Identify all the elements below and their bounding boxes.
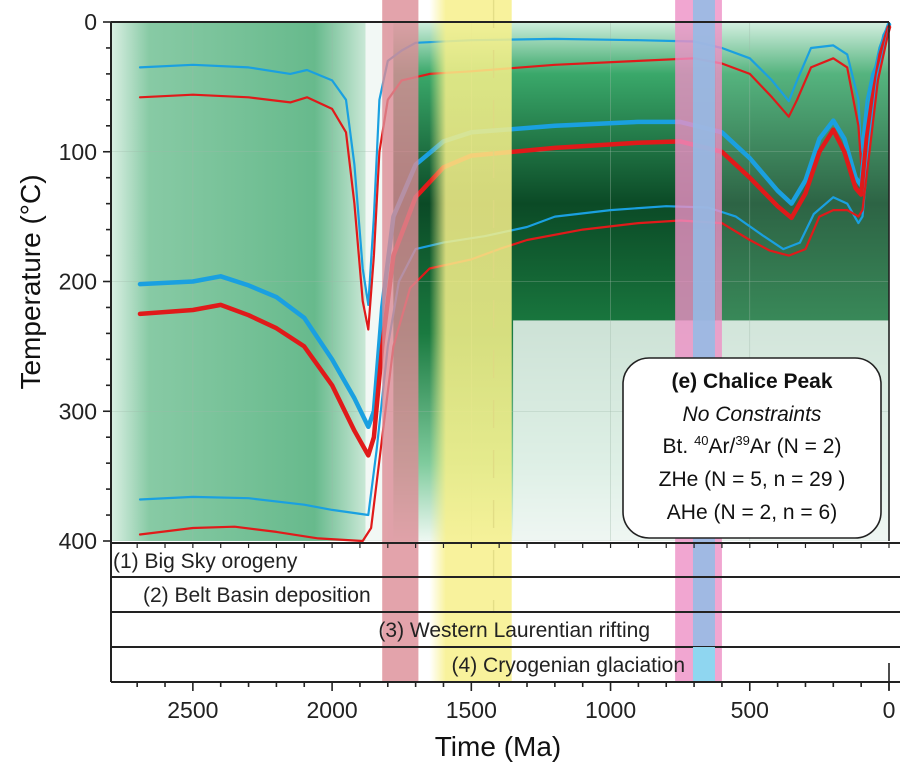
legend-argon-prefix: Bt. (663, 435, 695, 458)
y-tick-label-100: 100 (59, 139, 97, 165)
legend-subtitle: No Constraints (683, 403, 822, 426)
event-bands (382, 0, 722, 682)
event-label-2: (2) Belt Basin deposition (143, 584, 371, 607)
legend-argon: Bt. 40Ar/39Ar (N = 2) (663, 433, 842, 458)
event-label-4: (4) Cryogenian glaciation (452, 654, 685, 677)
axes: 0 100 200 300 400 2500 2000 1500 1000 500 0 (59, 9, 900, 723)
legend-ahe: AHe (N = 2, n = 6) (667, 501, 837, 524)
y-tick-label-300: 300 (59, 398, 97, 424)
outer-envelope-red-bottom (138, 28, 891, 543)
x-tick-label-2500: 2500 (167, 697, 218, 723)
y-axis-title: Temperature (°C) (15, 174, 46, 389)
legend-argon-sup39: 39 (735, 433, 749, 448)
event-label-3: (3) Western Laurentian rifting (378, 619, 650, 642)
y-tick-label-200: 200 (59, 269, 97, 295)
legend-zhe: ZHe (N = 5, n = 29 ) (659, 468, 846, 491)
yellow-band (429, 0, 512, 682)
x-tick-label-0: 0 (883, 697, 896, 723)
outer-envelope-red-top (138, 27, 891, 331)
mean-path-red (137, 24, 892, 458)
y-tick-label-400: 400 (59, 528, 97, 554)
outer-envelope-blue-bottom (138, 27, 891, 517)
red-band (382, 0, 419, 682)
outer-envelope-blue-top (138, 23, 891, 306)
x-tick-label-1500: 1500 (446, 697, 497, 723)
legend-title: (e) Chalice Peak (671, 370, 832, 393)
mean-path-blue (137, 22, 892, 430)
legend-argon-mid: Ar/ (709, 435, 736, 458)
legend: (e) Chalice Peak No Constraints Bt. 40Ar… (622, 357, 882, 539)
legend-box (622, 357, 882, 539)
y-tick-label-0: 0 (84, 9, 97, 35)
blue-band (692, 0, 715, 682)
x-tick-label-500: 500 (731, 697, 769, 723)
legend-argon-sup40: 40 (694, 433, 708, 448)
event-label-1: (1) Big Sky orogeny (113, 550, 298, 573)
x-tick-label-2000: 2000 (307, 697, 358, 723)
x-axis-title: Time (Ma) (435, 731, 562, 762)
glaciation-band-row (692, 647, 715, 682)
legend-argon-suffix: Ar (N = 2) (750, 435, 842, 458)
x-tick-label-1000: 1000 (585, 697, 636, 723)
